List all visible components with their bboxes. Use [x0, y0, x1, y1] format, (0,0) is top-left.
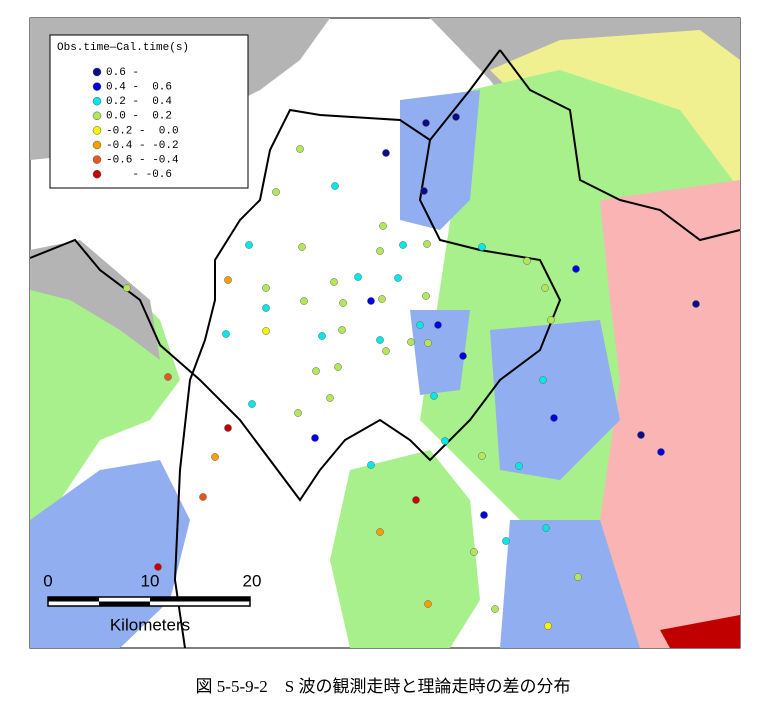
station-dot — [441, 437, 449, 445]
station-dot — [434, 321, 442, 329]
legend-swatch — [92, 96, 102, 106]
station-dot — [424, 600, 432, 608]
station-dot — [245, 241, 253, 249]
station-dot — [692, 300, 700, 308]
station-dot — [376, 336, 384, 344]
legend-label: 0.2 - 0.4 — [106, 96, 172, 108]
station-dot — [542, 524, 550, 532]
station-dot — [550, 414, 558, 422]
station-dot — [423, 240, 431, 248]
station-dot — [412, 496, 420, 504]
station-dot — [430, 392, 438, 400]
station-dot — [657, 448, 665, 456]
station-dot — [378, 295, 386, 303]
legend-label: 0.6 - — [106, 67, 139, 79]
scale-bar: 0 10 20 Kilometers — [43, 571, 261, 634]
legend-title: Obs.time—Cal.time(s) — [57, 42, 189, 54]
station-dot — [478, 243, 486, 251]
station-dot — [376, 247, 384, 255]
legend-swatch — [92, 155, 102, 164]
legend-swatch — [92, 169, 102, 179]
station-dot — [470, 548, 478, 556]
station-dot — [367, 297, 375, 305]
station-dot — [338, 326, 346, 334]
station-dot — [394, 274, 402, 282]
station-dot — [547, 316, 555, 324]
legend-swatch — [92, 67, 102, 77]
station-dot — [382, 149, 390, 157]
station-dot — [502, 537, 510, 545]
station-dot — [312, 367, 320, 375]
station-dot — [272, 188, 280, 196]
legend-swatch — [92, 140, 102, 150]
station-dot — [262, 304, 270, 312]
station-dot — [199, 493, 207, 501]
stations — [123, 113, 700, 630]
legend-box — [49, 34, 249, 189]
station-dot — [298, 243, 306, 251]
station-dot — [420, 187, 428, 195]
station-dot — [123, 284, 131, 292]
caption: 図 5-5-9-2 S 波の観測走時と理論走時の差の分布 — [196, 677, 571, 696]
station-dot — [300, 297, 308, 305]
station-dot — [154, 563, 162, 571]
legend-label: -0.2 - 0.0 — [106, 125, 179, 137]
station-dot — [399, 241, 407, 249]
station-dot — [311, 434, 319, 442]
station-dot — [416, 321, 424, 329]
station-dot — [480, 511, 488, 519]
station-dot — [478, 452, 486, 460]
legend-swatch — [92, 82, 102, 91]
station-dot — [424, 339, 432, 347]
station-dot — [211, 453, 219, 461]
station-dot — [544, 622, 552, 630]
station-dot — [379, 222, 387, 230]
legend-swatch — [92, 126, 102, 135]
station-dot — [296, 145, 304, 153]
station-dot — [330, 278, 338, 286]
station-dot — [539, 376, 547, 384]
station-dot — [222, 330, 230, 338]
station-dot — [452, 113, 460, 121]
station-dot — [262, 327, 270, 335]
station-dot — [334, 363, 342, 371]
station-dot — [367, 461, 375, 469]
station-dot — [164, 373, 172, 381]
legend-label: -0.4 - -0.2 — [106, 140, 179, 152]
station-dot — [262, 284, 270, 292]
legend-label: 0.0 - 0.2 — [106, 111, 172, 123]
scale-unit: Kilometers — [110, 615, 190, 634]
station-dot — [572, 265, 580, 273]
station-dot — [294, 409, 302, 417]
station-dot — [376, 528, 384, 536]
station-dot — [318, 332, 326, 340]
legend: Obs.time—Cal.time(s) 0.6 - 0.4 - 0.6 0.2 -… — [49, 34, 249, 189]
station-dot — [224, 276, 232, 284]
station-dot — [491, 605, 499, 613]
station-dot — [224, 424, 232, 432]
station-dot — [331, 182, 339, 190]
legend-swatch — [92, 111, 102, 121]
station-dot — [422, 292, 430, 300]
station-dot — [407, 338, 415, 346]
station-dot — [637, 431, 645, 439]
station-dot — [326, 394, 334, 402]
station-dot — [574, 573, 582, 581]
station-dot — [541, 284, 549, 292]
scale-tick-label: 10 — [141, 571, 160, 590]
station-dot — [459, 352, 467, 360]
station-dot — [523, 257, 531, 265]
scale-tick-label: 0 — [43, 571, 52, 590]
station-dot — [422, 119, 430, 127]
legend-label: 0.4 - 0.6 — [106, 82, 172, 94]
legend-label: - -0.6 — [106, 169, 172, 181]
station-dot — [339, 299, 347, 307]
station-dot — [382, 347, 390, 355]
station-dot — [354, 273, 362, 281]
legend-label: -0.6 - -0.4 — [106, 155, 179, 167]
station-dot — [248, 400, 256, 408]
station-dot — [515, 462, 523, 470]
scale-tick-label: 20 — [243, 571, 262, 590]
